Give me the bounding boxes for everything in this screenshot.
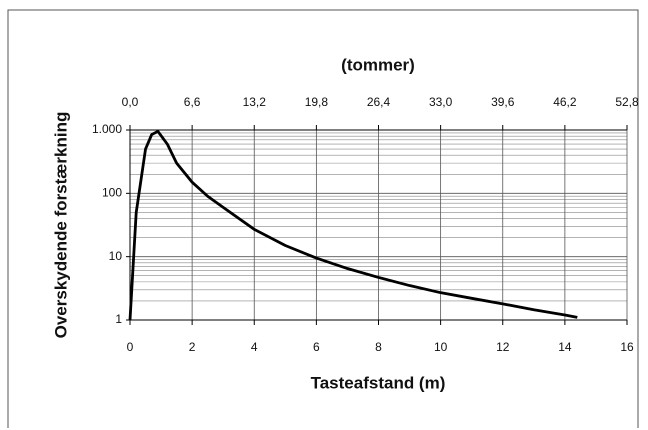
x2-tick-label: 0,0	[122, 95, 139, 109]
x2-tick-label: 46,2	[553, 95, 577, 109]
x2-tick-label: 6,6	[184, 95, 201, 109]
x2-tick-label: 19,8	[305, 95, 329, 109]
x-tick-label: 14	[558, 340, 572, 354]
x-tick-label: 12	[496, 340, 510, 354]
x-title: Tasteafstand (m)	[311, 373, 446, 392]
x2-tick-label: 39,6	[491, 95, 515, 109]
x-tick-label: 16	[620, 340, 634, 354]
x-tick-label: 6	[313, 340, 320, 354]
x2-tick-label: 26,4	[367, 95, 391, 109]
x2-tick-label: 13,2	[243, 95, 267, 109]
x2-tick-label: 33,0	[429, 95, 453, 109]
y-title: Overskydende forstærkning	[51, 112, 70, 339]
y-tick-label: 1	[115, 312, 122, 326]
y-tick-label: 1.000	[92, 122, 122, 136]
x-tick-label: 4	[251, 340, 258, 354]
y-tick-label: 100	[102, 186, 122, 200]
x2-title: (tommer)	[341, 55, 415, 74]
x-tick-label: 10	[434, 340, 448, 354]
y-tick-label: 10	[109, 249, 123, 263]
x2-tick-label: 52,8	[615, 95, 639, 109]
frame	[7, 9, 639, 428]
x-tick-label: 0	[127, 340, 134, 354]
x-tick-label: 8	[375, 340, 382, 354]
line	[128, 130, 578, 321]
x-tick-label: 2	[189, 340, 196, 354]
